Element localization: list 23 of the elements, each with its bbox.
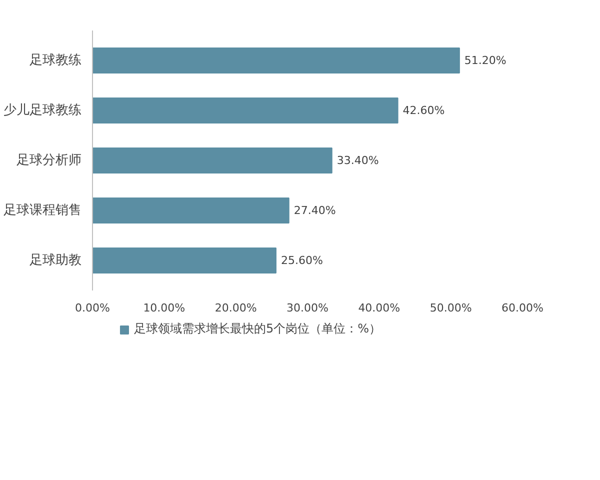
y-tick-label: 足球助教 — [30, 253, 82, 268]
x-tick-label: 20.00% — [214, 302, 257, 314]
x-tick-label: 50.00% — [430, 302, 472, 314]
bar — [92, 148, 332, 174]
x-tick-label: 30.00% — [286, 302, 328, 314]
data-label: 33.40% — [336, 154, 379, 167]
bar — [92, 248, 276, 274]
data-label: 25.60% — [280, 254, 323, 267]
data-label: 51.20% — [464, 54, 506, 67]
x-tick-label: 10.00% — [143, 302, 186, 314]
y-tick-label: 少儿足球教练 — [4, 103, 82, 118]
bar — [92, 48, 460, 74]
x-tick-label: 0.00% — [75, 302, 110, 314]
x-tick-label: 40.00% — [358, 302, 400, 314]
x-tick-label: 60.00% — [502, 302, 544, 314]
y-tick-label: 足球教练 — [30, 53, 82, 68]
y-tick-label: 足球课程销售 — [4, 203, 82, 218]
data-label: 27.40% — [294, 204, 336, 217]
bar — [92, 198, 290, 224]
y-tick-label: 足球分析师 — [16, 153, 82, 168]
data-label: 42.60% — [402, 104, 445, 117]
bar — [92, 98, 398, 124]
legend-label: 足球领域需求增长最快的5个岗位（单位：%） — [134, 320, 382, 338]
